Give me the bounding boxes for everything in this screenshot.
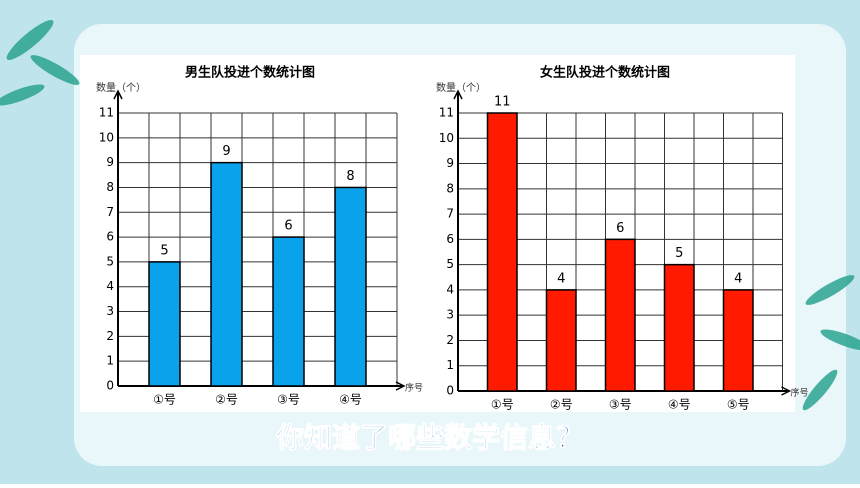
data-label: 4 (557, 271, 565, 286)
y-tick-label: 0 (446, 384, 454, 398)
bar (148, 261, 181, 387)
data-label: 6 (284, 219, 292, 234)
y-tick-label: 6 (446, 232, 454, 246)
y-tick-label: 7 (106, 205, 114, 219)
x-tick-label: ②号 (215, 393, 238, 407)
x-tick-label: ④号 (339, 393, 362, 407)
y-tick-label: 8 (446, 181, 454, 195)
x-tick-label: ②号 (550, 398, 573, 412)
bar (334, 186, 367, 387)
y-tick-label: 7 (446, 207, 454, 221)
data-label: 8 (346, 169, 354, 184)
y-tick-label: 1 (106, 354, 114, 368)
y-tick-label: 5 (106, 254, 114, 268)
bar (604, 238, 636, 392)
x-tick-label: ①号 (153, 393, 176, 407)
y-tick-label: 10 (99, 130, 114, 144)
data-label: 6 (616, 221, 624, 236)
data-label: 5 (675, 246, 683, 261)
chart-background (80, 55, 420, 412)
y-tick-label: 11 (439, 106, 454, 120)
question: 你知道了哪些数学信息？ (275, 421, 584, 454)
y-tick-label: 3 (106, 304, 114, 318)
x-axis-label: 序号 (405, 382, 423, 394)
y-tick-label: 4 (446, 282, 454, 296)
y-tick-label: 4 (106, 279, 114, 293)
y-tick-label: 9 (106, 155, 114, 169)
data-label: 4 (734, 271, 742, 286)
y-tick-label: 10 (439, 131, 454, 145)
y-tick-label: 5 (446, 257, 454, 271)
data-label: 9 (222, 144, 230, 159)
y-tick-label: 8 (106, 180, 114, 194)
y-tick-label: 11 (99, 106, 114, 120)
y-axis-label: 数量（个） (96, 81, 146, 94)
bar (486, 112, 518, 392)
chart-title: 男生队投进个数统计图 (185, 65, 315, 81)
data-label: 5 (160, 243, 168, 258)
y-tick-label: 2 (446, 333, 454, 347)
bar (722, 289, 754, 392)
y-tick-label: 6 (106, 230, 114, 244)
y-tick-label: 0 (106, 379, 114, 393)
x-tick-label: ①号 (491, 398, 514, 412)
y-tick-label: 1 (446, 358, 454, 372)
y-axis-label: 数量（个） (436, 81, 486, 94)
x-axis-arrow (395, 381, 406, 391)
bar (210, 161, 243, 387)
chart-title: 女生队投进个数统计图 (540, 65, 670, 81)
y-tick-label: 2 (106, 329, 114, 343)
x-tick-label: ③号 (609, 398, 632, 412)
y-tick-label: 9 (446, 156, 454, 170)
y-axis-arrow (113, 89, 123, 100)
data-label: 11 (494, 95, 511, 110)
x-axis-label: 序号 (791, 387, 809, 399)
x-tick-label: ⑤号 (727, 398, 750, 412)
x-tick-label: ③号 (277, 393, 300, 407)
x-axis-arrow (781, 386, 792, 396)
bar (663, 263, 695, 392)
leaf-decoration (0, 19, 860, 411)
x-tick-label: ④号 (668, 398, 691, 412)
bar (545, 289, 577, 392)
y-axis-arrow (453, 89, 463, 100)
y-tick-label: 3 (446, 308, 454, 322)
bar (272, 236, 305, 387)
